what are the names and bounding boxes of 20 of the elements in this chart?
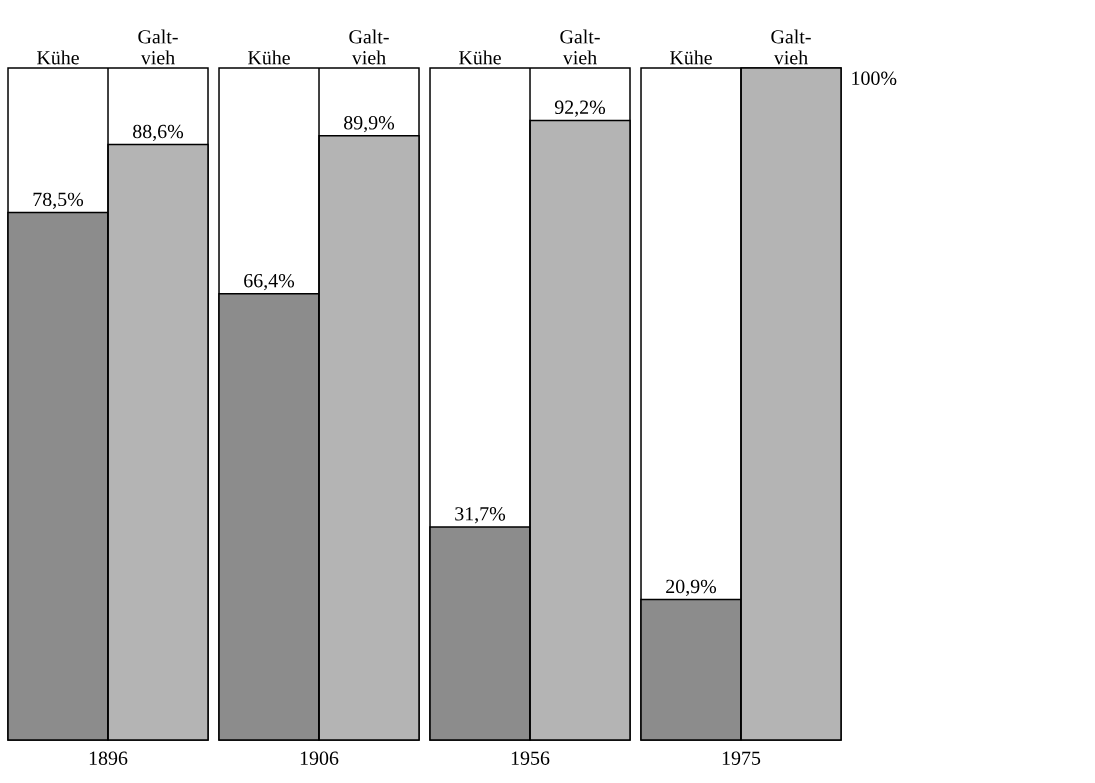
x-tick-label: Kühe <box>248 50 290 65</box>
x-tick-label: Galt-vieh <box>349 29 389 65</box>
x-tick-label: Kühe <box>37 50 79 65</box>
x-axis-title: 1906 <box>300 751 339 765</box>
data-label: 31,7% <box>455 507 506 524</box>
x-tick-label: Kühe <box>459 50 501 65</box>
data-label: 92,2% <box>554 100 606 117</box>
x-tick-label: Kühe <box>670 50 712 65</box>
data-label: 66,4% <box>244 273 295 291</box>
x-axis-title: 1896 <box>89 751 128 765</box>
x-tick-label: Galt-vieh <box>138 29 178 65</box>
x-tick-label: Galt-vieh <box>560 29 600 65</box>
data-label: 78,5% <box>33 192 84 209</box>
x-tick-label: Galt-vieh <box>771 29 811 65</box>
data-label: 20,9% <box>666 579 717 597</box>
x-axis-title: 1975 <box>722 751 761 765</box>
x-axis-title: 1956 <box>511 751 550 765</box>
data-label: 89,9% <box>344 116 395 133</box>
data-label: 88,6% <box>133 124 184 142</box>
text: 100% <box>852 71 897 86</box>
